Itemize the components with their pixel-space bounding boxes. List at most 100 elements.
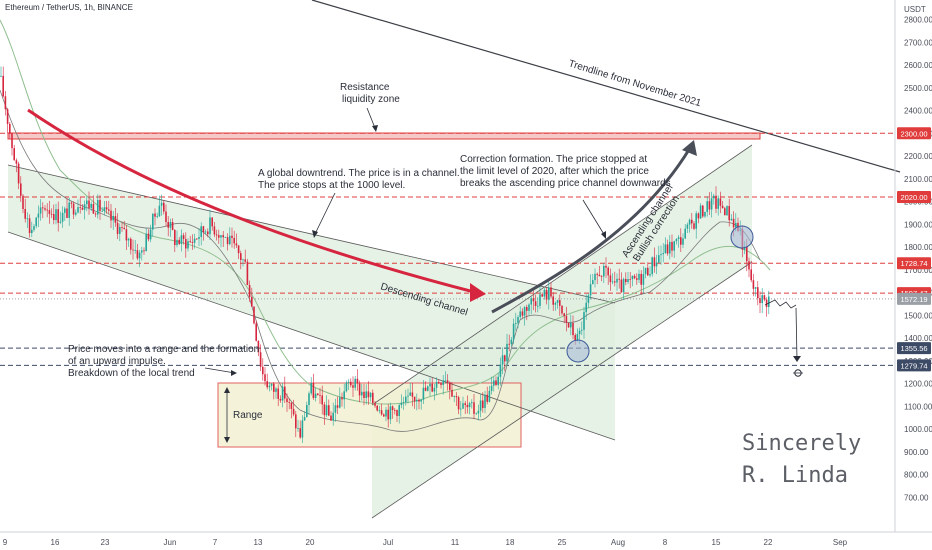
candle-body xyxy=(660,254,662,256)
price-tick-label: 1500.00 xyxy=(904,311,932,320)
candle-body xyxy=(352,385,354,388)
candle-body xyxy=(526,307,528,311)
candle-body xyxy=(207,231,209,235)
candle-body xyxy=(35,217,37,227)
candle-body xyxy=(365,391,367,399)
descending-channel-lower xyxy=(7,231,616,441)
candle-body xyxy=(145,233,147,252)
candle-body xyxy=(259,352,262,367)
candle-body xyxy=(570,323,572,328)
downtrend-note-line1: A global downtrend. The price is in a ch… xyxy=(258,168,460,179)
candle-body xyxy=(682,238,684,245)
candle-body xyxy=(512,323,515,340)
candle-body xyxy=(438,381,440,384)
candle-body xyxy=(374,403,376,406)
time-tick-label: Sep xyxy=(833,538,848,547)
candle-body xyxy=(673,241,675,251)
range-label: Range xyxy=(233,410,263,421)
candle-body xyxy=(761,295,763,304)
candle-body xyxy=(345,382,348,392)
candle-body xyxy=(266,381,268,388)
candle-body xyxy=(724,208,726,216)
candle-body xyxy=(717,198,719,209)
candle-body xyxy=(299,428,301,438)
candle-body xyxy=(317,393,319,395)
candle-body xyxy=(653,257,656,267)
time-tick-label: 9 xyxy=(3,538,8,547)
candle-body xyxy=(532,298,535,302)
candle-body xyxy=(336,405,339,408)
candle-body xyxy=(748,261,750,270)
candle-body xyxy=(418,399,420,402)
candle-body xyxy=(638,273,640,280)
candle-body xyxy=(552,296,554,305)
candle-body xyxy=(86,200,88,205)
candle-body xyxy=(257,340,260,353)
candle-body xyxy=(431,383,433,392)
candle-body xyxy=(68,202,70,218)
candle-body xyxy=(581,329,583,331)
candle-body xyxy=(253,306,255,324)
candle-body xyxy=(50,213,53,215)
range-height-arrow-bottom xyxy=(224,437,230,443)
level-badge-label: 1279.74 xyxy=(900,361,927,370)
candle-body xyxy=(699,205,702,219)
candle-body xyxy=(99,199,101,212)
candle-body xyxy=(517,317,519,324)
candle-body xyxy=(484,394,486,408)
candle-body xyxy=(37,213,40,218)
candle-body xyxy=(57,209,59,223)
time-tick-label: 25 xyxy=(558,538,567,547)
candle-body xyxy=(446,380,449,383)
time-tick-label: 15 xyxy=(712,538,721,547)
candle-body xyxy=(226,237,229,245)
candle-body xyxy=(167,222,169,228)
candle-body xyxy=(664,244,667,254)
candle-body xyxy=(380,410,383,415)
candle-body xyxy=(28,218,31,234)
candle-body xyxy=(636,278,638,280)
candle-body xyxy=(473,402,475,414)
candle-body xyxy=(462,403,464,409)
candle-body xyxy=(332,412,334,421)
moving-averages xyxy=(0,19,771,432)
candle-body xyxy=(119,226,121,234)
trendline-november-2021 xyxy=(311,0,901,173)
candle-body xyxy=(759,298,761,304)
candle-body xyxy=(264,374,266,382)
range-pointer-head xyxy=(231,370,237,376)
candle-body xyxy=(530,298,532,305)
candle-body xyxy=(127,238,130,241)
candle-body xyxy=(268,385,271,388)
correction-pointer xyxy=(582,199,606,237)
symbol-header: Ethereum / TetherUS, 1h, BINANCE xyxy=(5,3,133,12)
candle-body xyxy=(556,300,559,303)
candle-body xyxy=(251,296,253,307)
time-tick-label: 23 xyxy=(101,538,110,547)
candle-body xyxy=(684,228,686,239)
candle-body xyxy=(688,219,691,225)
range-note-line3: Breakdown of the local trend xyxy=(68,368,195,379)
candle-body xyxy=(143,250,145,252)
candle-body xyxy=(435,381,438,388)
candle-body xyxy=(559,300,561,306)
level-lines xyxy=(0,132,895,366)
candle-body xyxy=(715,195,717,209)
candle-body xyxy=(211,217,213,227)
candle-body xyxy=(464,403,466,405)
candle-body xyxy=(378,410,381,412)
price-tick-label: 900.00 xyxy=(904,448,929,457)
candle-body xyxy=(367,391,370,398)
candle-body xyxy=(191,242,194,243)
candle-body xyxy=(440,383,442,385)
candle-body xyxy=(215,234,218,236)
projection-arrow xyxy=(795,307,798,361)
candle-body xyxy=(583,312,585,330)
candle-body xyxy=(17,163,20,184)
candle-body xyxy=(488,390,491,402)
level-badge xyxy=(897,342,931,355)
price-tick-label: 1900.00 xyxy=(904,220,932,229)
downtrend-arrow xyxy=(27,108,479,295)
